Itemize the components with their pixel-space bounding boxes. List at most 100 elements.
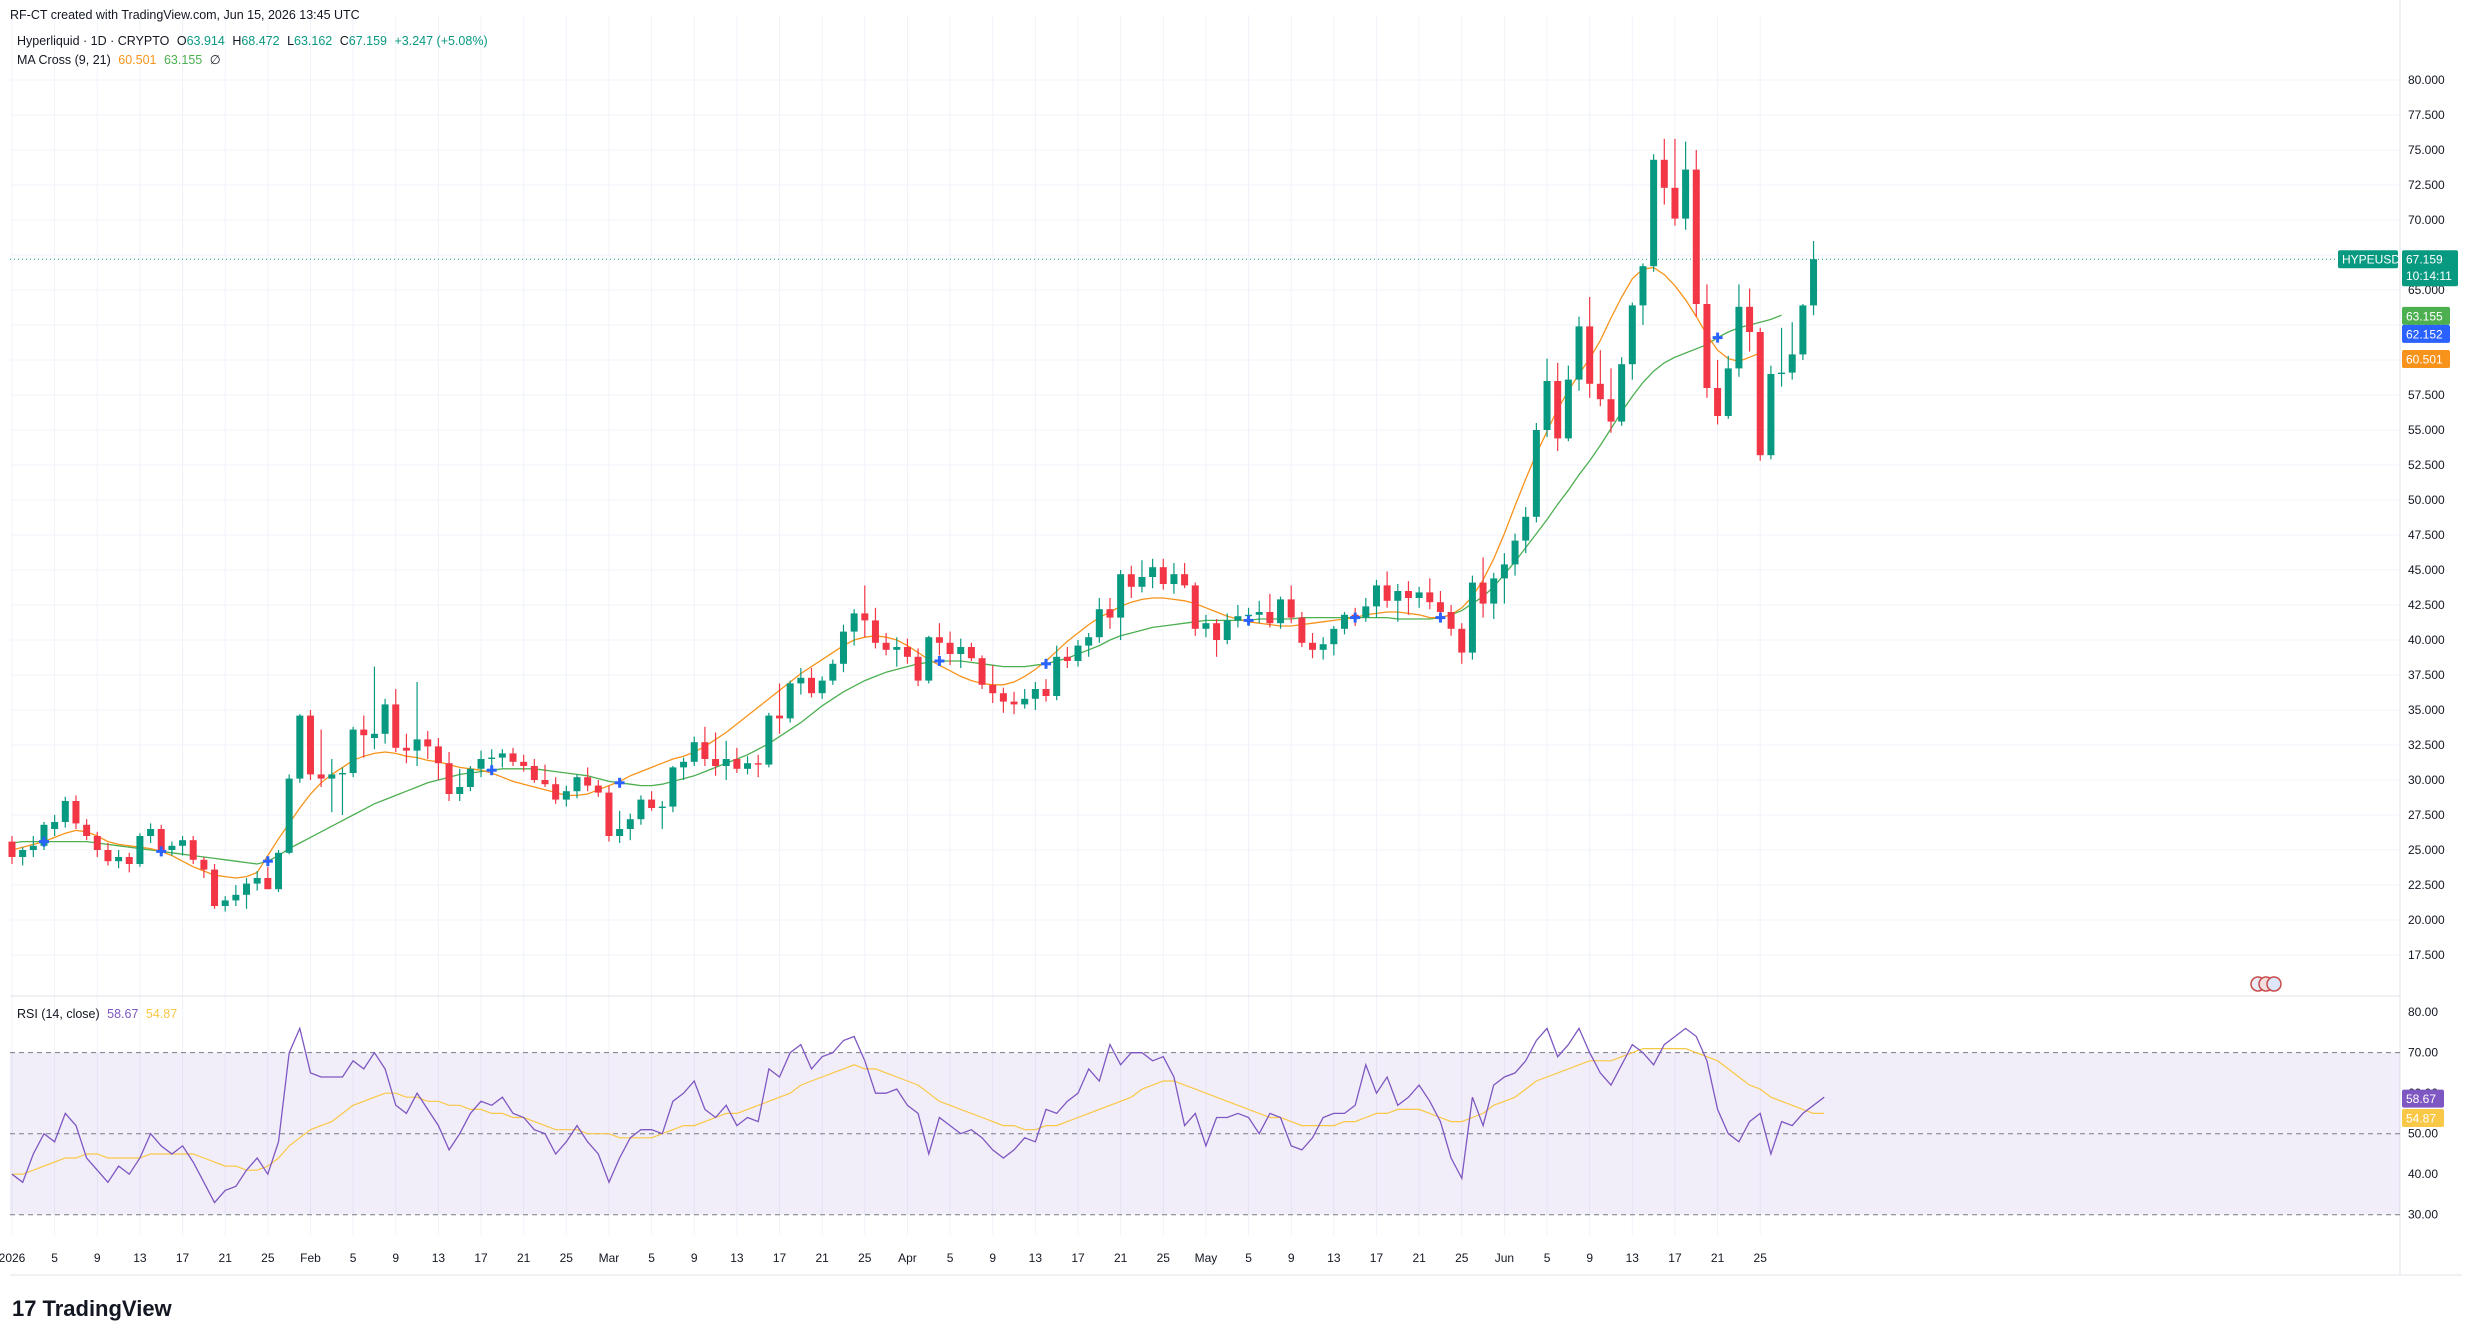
close-label: C xyxy=(339,34,349,48)
ma-legend[interactable]: MA Cross (9, 21) 60.501 63.155 ∅ xyxy=(17,52,225,67)
candle-body xyxy=(179,840,187,846)
time-tick-label: 2026 xyxy=(0,1251,26,1265)
candle-body xyxy=(1788,354,1796,373)
candle-body xyxy=(1223,620,1231,640)
time-tick-label: 21 xyxy=(815,1251,829,1265)
candle-body xyxy=(1287,599,1295,618)
tradingview-logo-mark: 17 xyxy=(12,1296,37,1321)
candle-body xyxy=(1607,399,1615,422)
candle-body xyxy=(541,780,549,785)
candle-body xyxy=(1735,306,1743,369)
event-flag-icon xyxy=(2266,976,2282,992)
candle-body xyxy=(637,799,645,820)
ma-lines xyxy=(10,258,2400,879)
candle-body xyxy=(765,715,773,765)
candle-body xyxy=(1159,567,1167,584)
ma-slow-value: 63.155 xyxy=(163,53,203,67)
price-tick-label: 20.000 xyxy=(2408,913,2445,927)
candle-body xyxy=(797,677,805,684)
symbol-legend[interactable]: Hyperliquid · 1D · CRYPTO O63.914 H68.47… xyxy=(17,34,492,48)
candle-body xyxy=(989,684,997,694)
price-tick-label: 45.000 xyxy=(2408,563,2445,577)
candle-body xyxy=(477,759,485,769)
candle-body xyxy=(1010,701,1018,705)
candle-body xyxy=(1234,616,1242,621)
price-axis[interactable]: 17.500 20.000 22.500 25.000 27.500 30.000 32.5… xyxy=(2408,73,2445,962)
rsi-value: 58.67 xyxy=(107,1007,139,1021)
symbol-tag-bg xyxy=(2338,250,2398,269)
time-tick-label: 25 xyxy=(1157,1251,1171,1265)
candle-body xyxy=(51,822,59,829)
price-tick-label: 40.000 xyxy=(2408,633,2445,647)
candle-body xyxy=(1778,372,1786,374)
candle-body xyxy=(701,742,709,759)
candle-body xyxy=(1671,187,1679,219)
ma-slow-tag: 63.155 xyxy=(2406,309,2443,323)
cross-level-tag-bg xyxy=(2402,324,2450,343)
candle-body xyxy=(1106,609,1114,618)
candle-body xyxy=(445,763,453,794)
candle-body xyxy=(786,683,794,719)
low-value: 63.162 xyxy=(294,34,333,48)
ma-fast-value: 60.501 xyxy=(118,53,157,67)
candle-body xyxy=(594,785,602,793)
grid-lines xyxy=(10,15,2400,1235)
time-tick-label: 17 xyxy=(474,1251,488,1265)
price-tick-label: 65.000 xyxy=(2408,283,2445,297)
candle-body xyxy=(893,647,901,650)
candle-body xyxy=(903,647,911,657)
time-tick-label: 13 xyxy=(432,1251,446,1265)
event-flags-icon[interactable] xyxy=(2250,976,2282,992)
candle-body xyxy=(1149,567,1157,577)
candle-body xyxy=(1596,383,1604,400)
candle-body xyxy=(317,774,325,779)
candle-body xyxy=(296,715,304,779)
candle-body xyxy=(1415,592,1423,598)
time-axis[interactable]: 2026 5 9 13 17 21 25 Feb 5 9 13 17 21 25 Mar 5 9 13 17 21 25… xyxy=(0,1251,1767,1265)
time-tick-label: 13 xyxy=(730,1251,744,1265)
candle-body xyxy=(1522,516,1530,541)
price-tick-label: 30.000 xyxy=(2408,773,2445,787)
rsi-legend[interactable]: RSI (14, close) 58.67 54.87 xyxy=(17,1007,181,1021)
close-value: 67.159 xyxy=(348,34,387,48)
candle-body xyxy=(392,704,400,748)
candle-body xyxy=(1500,564,1508,579)
time-tick-label: 5 xyxy=(51,1251,58,1265)
candle-body xyxy=(839,631,847,664)
tradingview-logo[interactable]: 17 TradingView xyxy=(12,1296,172,1322)
time-tick-label: 13 xyxy=(1626,1251,1640,1265)
time-tick-label: May xyxy=(1195,1251,1218,1265)
candle-body xyxy=(648,799,656,808)
candle-body xyxy=(168,845,176,850)
time-tick-label: 21 xyxy=(219,1251,233,1265)
candle-body xyxy=(957,647,965,654)
rsi-tick-label: 70.00 xyxy=(2408,1046,2438,1060)
time-tick-label: 25 xyxy=(1455,1251,1469,1265)
time-tick-label: 9 xyxy=(94,1251,101,1265)
candle-body xyxy=(669,767,677,807)
candles xyxy=(8,138,1818,912)
candle-body xyxy=(189,840,197,860)
candle-body xyxy=(360,729,368,736)
candle-body xyxy=(1564,379,1572,439)
rsi-tag-bg xyxy=(2402,1089,2444,1108)
candle-body xyxy=(1799,305,1807,355)
candle-body xyxy=(211,869,219,906)
candle-body xyxy=(861,613,869,621)
price-tick-label: 55.000 xyxy=(2408,423,2445,437)
candle-body xyxy=(1650,159,1658,267)
candle-body xyxy=(253,878,261,884)
rsi-tick-label: 30.00 xyxy=(2408,1208,2438,1222)
candle-body xyxy=(1724,368,1732,416)
time-tick-label: 9 xyxy=(691,1251,698,1265)
candle-body xyxy=(328,774,336,779)
candle-body xyxy=(1372,585,1380,607)
candle-body xyxy=(754,763,762,765)
price-tick-label: 17.500 xyxy=(2408,948,2445,962)
candle-body xyxy=(1042,689,1050,696)
candle-body xyxy=(136,836,144,864)
last-price-label: 67.159 xyxy=(2406,253,2443,267)
candle-body xyxy=(850,613,858,632)
time-tick-label: 5 xyxy=(947,1251,954,1265)
